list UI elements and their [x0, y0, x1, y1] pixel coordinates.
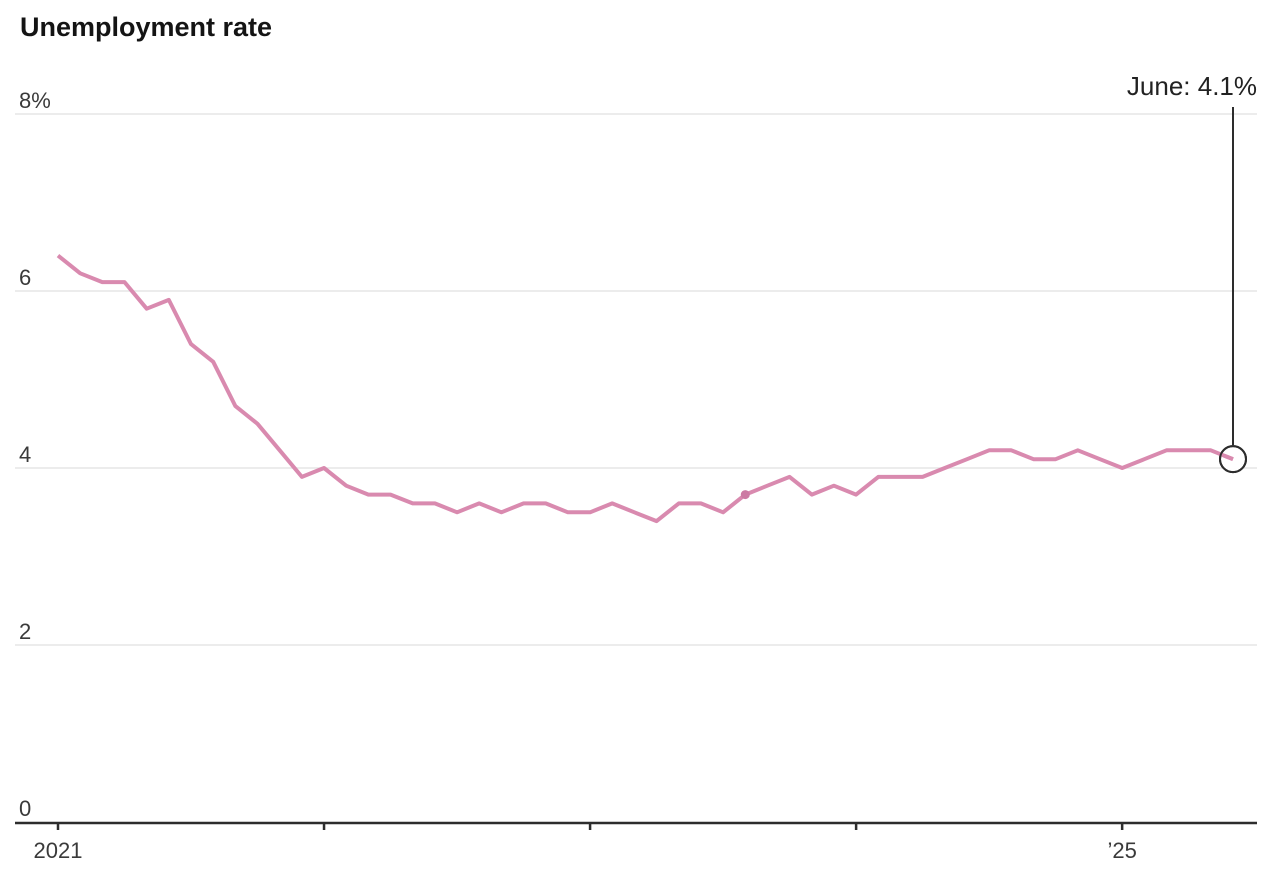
y-axis-label-8: 8%	[19, 88, 51, 113]
end-point-label: June: 4.1%	[1127, 71, 1257, 101]
x-axis-label-2025: ’25	[1107, 838, 1136, 863]
end-point-circle-ring	[1219, 445, 1247, 474]
highlight-dot	[740, 490, 750, 500]
y-axis-label-0: 0	[19, 796, 31, 821]
line-end-stub	[1223, 453, 1234, 462]
x-axis-labels: 2021 ’25	[34, 838, 1137, 863]
y-axis-label-2: 2	[19, 619, 31, 644]
y-axis-label-6: 6	[19, 265, 31, 290]
y-axis-label-4: 4	[19, 442, 31, 467]
x-axis-label-2021: 2021	[34, 838, 83, 863]
chart-title: Unemployment rate	[20, 12, 273, 42]
y-axis-labels: 8% 6 4 2 0	[19, 88, 51, 821]
gridlines	[15, 113, 1257, 646]
x-axis-ticks	[56, 823, 1124, 830]
unemployment-rate-line	[56, 254, 1234, 524]
